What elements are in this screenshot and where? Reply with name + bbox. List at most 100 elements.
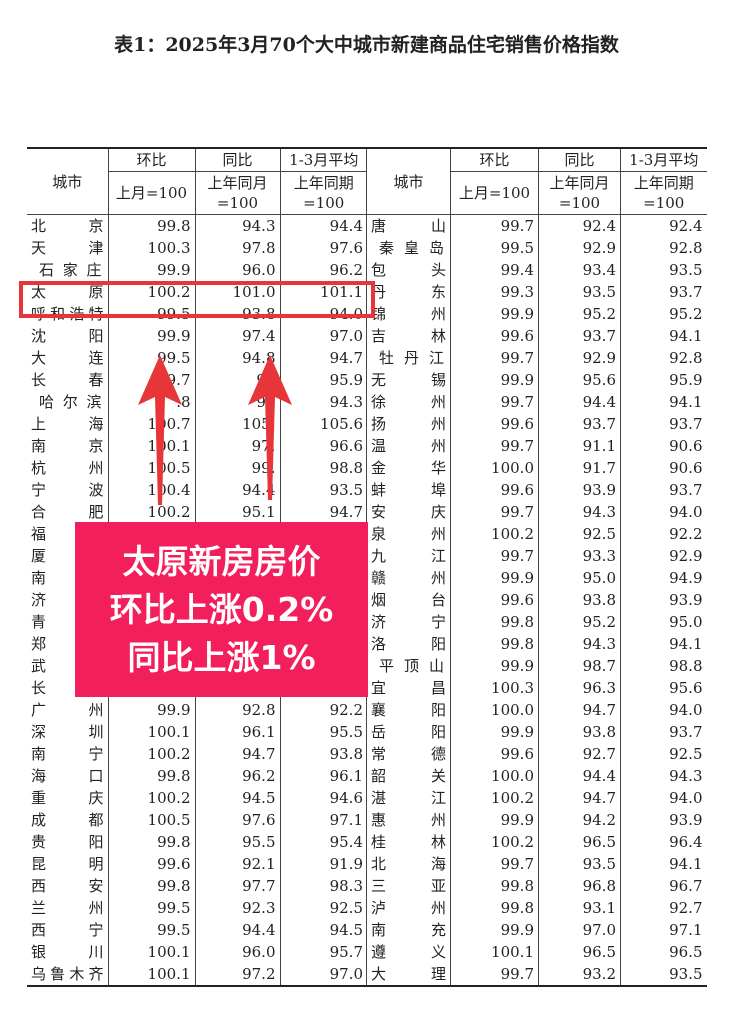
- city-name: 韶关: [366, 765, 451, 787]
- city-name: 桂林: [366, 831, 451, 853]
- yoy-index: 94.5: [194, 787, 280, 809]
- city-name: 杭州: [31, 459, 104, 477]
- avg-index: 92.5: [620, 743, 707, 765]
- city-name: 广州: [31, 701, 104, 719]
- city-name: 郑: [31, 635, 47, 653]
- city-name: 安庆: [366, 501, 451, 523]
- avg-index: 93.5: [620, 963, 707, 986]
- avg-index: 96.1: [279, 765, 367, 787]
- city-name: 三亚: [366, 875, 451, 897]
- city-name: 北京: [31, 217, 104, 235]
- mom-index: 100.1: [450, 941, 539, 963]
- table-row: 岳阳 99.9 93.8 93.7: [366, 721, 707, 743]
- yoy-index: 94.4: [538, 391, 621, 413]
- yoy-index: 93.2: [538, 963, 621, 986]
- table-row: 沈阳 99.9 97.4 97.0: [27, 325, 367, 347]
- table-row: 深圳 100.1 96.1 95.5: [27, 721, 367, 743]
- avg-index: 93.7: [620, 281, 707, 303]
- avg-index: 93.8: [279, 743, 367, 765]
- table-row: 南京 100.1 97. 96.6: [27, 435, 367, 457]
- table-row: 平顶山 99.9 98.7 98.8: [366, 655, 707, 677]
- mom-index: 100.0: [450, 699, 539, 721]
- city-name: 无锡: [366, 369, 451, 391]
- city-name: 昆明: [31, 855, 104, 873]
- city-name: 吉林: [366, 325, 451, 347]
- yoy-index: 94.7: [194, 743, 280, 765]
- city-name: 南充: [366, 919, 451, 941]
- yoy-index: 96.5: [538, 941, 621, 963]
- city-name: 西宁: [31, 921, 104, 939]
- mom-index: 99.7: [450, 545, 539, 567]
- avg-index: 105.6: [279, 413, 367, 435]
- arrow-up-icon: [138, 355, 182, 505]
- yoy-index: 95.1: [194, 501, 280, 523]
- mom-index: 100.2: [450, 831, 539, 853]
- city-name: 泉州: [366, 523, 451, 545]
- avg-index: 92.2: [620, 523, 707, 545]
- mom-index: 99.6: [450, 589, 539, 611]
- mom-index: 99.7: [450, 853, 539, 875]
- mom-index: 99.6: [450, 325, 539, 347]
- yoy-index: 94.7: [538, 787, 621, 809]
- yoy-index: 93.5: [538, 281, 621, 303]
- city-name: 沈阳: [31, 327, 104, 345]
- yoy-index: 94.7: [538, 699, 621, 721]
- city-name: 蚌埠: [366, 479, 451, 501]
- city-name: 徐州: [366, 391, 451, 413]
- avg-index: 96.6: [279, 435, 367, 457]
- avg-index: 92.5: [279, 897, 367, 919]
- table-row: 韶关 100.0 94.4 94.3: [366, 765, 707, 787]
- banner-line-1: 太原新房房价: [122, 541, 321, 581]
- banner-line-2: 环比上涨0.2%: [109, 589, 334, 629]
- yoy-index: 97.7: [194, 875, 280, 897]
- table-row: 宜昌 100.3 96.3 95.6: [366, 677, 707, 699]
- table-row: 济宁 99.8 95.2 95.0: [366, 611, 707, 633]
- header-mom-base: 上月=100: [107, 171, 195, 215]
- mom-index: 99.8: [450, 875, 539, 897]
- avg-index: 92.9: [620, 545, 707, 567]
- avg-index: 97.1: [620, 919, 707, 941]
- table-row: 昆明 99.6 92.1 91.9: [27, 853, 367, 875]
- mom-index: 100.2: [450, 523, 539, 545]
- mom-index: 99.8: [107, 765, 195, 787]
- city-name: 武: [31, 657, 47, 675]
- table-row: 赣州 99.9 95.0 94.9: [366, 567, 707, 589]
- header-avg-base-line1: 上年同期: [293, 174, 354, 192]
- yoy-index: 94.4: [538, 765, 621, 787]
- city-name: 北海: [366, 853, 451, 875]
- city-name: 岳阳: [366, 721, 451, 743]
- yoy-index: 93.1: [538, 897, 621, 919]
- yoy-index: 92.8: [194, 699, 280, 721]
- avg-index: 94.6: [279, 787, 367, 809]
- table-row: 太原 100.2 101.0 101.1: [27, 281, 367, 303]
- yoy-index: 93.7: [538, 325, 621, 347]
- header-city: 城市: [27, 148, 108, 215]
- mom-index: 99.9: [107, 699, 195, 721]
- table-row: 安庆 99.7 94.3 94.0: [366, 501, 707, 523]
- table-row: 常德 99.6 92.7 92.5: [366, 743, 707, 765]
- avg-index: 94.5: [279, 919, 367, 941]
- avg-index: 90.6: [620, 457, 707, 479]
- table-row: 天津 100.3 97.8 97.6: [27, 237, 367, 259]
- city-name: 福: [31, 525, 47, 543]
- yoy-index: 96.0: [194, 941, 280, 963]
- mom-index: 99.8: [450, 611, 539, 633]
- avg-index: 94.1: [620, 633, 707, 655]
- table-row: 西安 99.8 97.7 98.3: [27, 875, 367, 897]
- mom-index: 100.2: [107, 743, 195, 765]
- city-name: 扬州: [366, 413, 451, 435]
- city-name: 湛江: [366, 787, 451, 809]
- avg-index: 96.4: [620, 831, 707, 853]
- mom-index: 100.3: [107, 237, 195, 259]
- mom-index: 100.0: [450, 457, 539, 479]
- yoy-index: 94.3: [538, 633, 621, 655]
- avg-index: 93.9: [620, 809, 707, 831]
- yoy-index: 96.5: [538, 831, 621, 853]
- mom-index: 99.6: [107, 853, 195, 875]
- avg-index: 93.7: [620, 413, 707, 435]
- header-avg-base-line2: =100: [643, 194, 685, 212]
- city-name: 宁波: [31, 481, 104, 499]
- avg-index: 96.7: [620, 875, 707, 897]
- header-yoy-base: 上年同月 =100: [194, 171, 280, 215]
- header-mom-base: 上月=100: [450, 171, 539, 215]
